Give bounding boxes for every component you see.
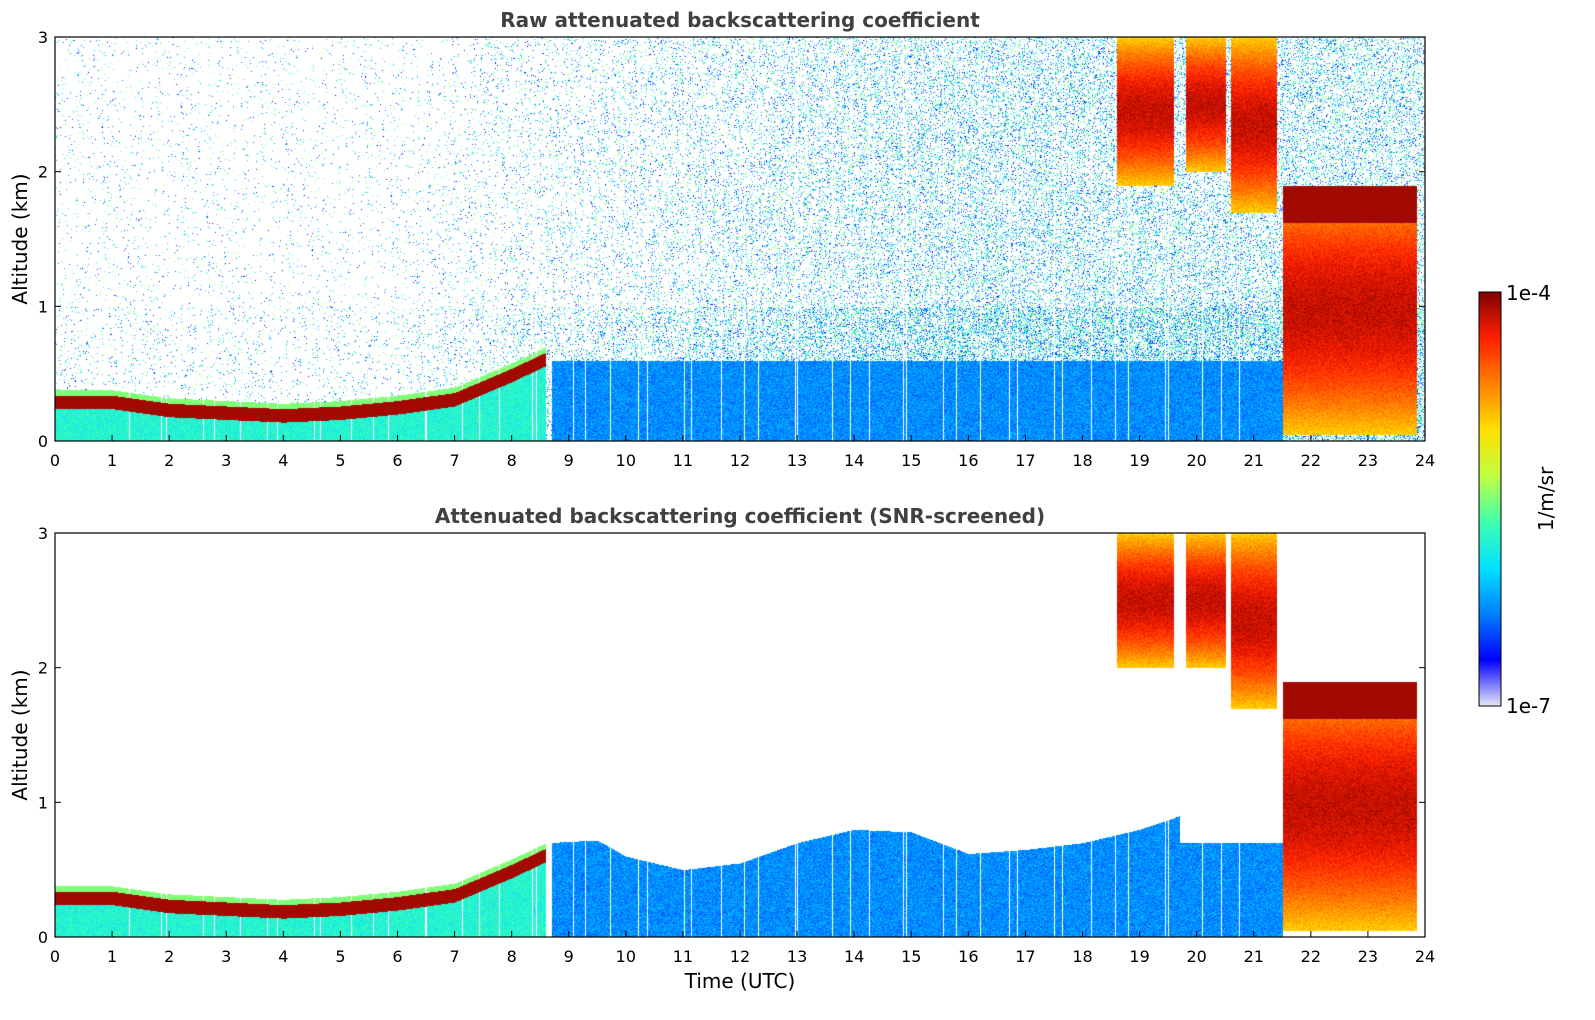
y-axis-label: Altitude (km)	[8, 173, 32, 304]
x-tick-label: 7	[449, 947, 459, 966]
raw-backscatter-panel: Raw attenuated backscattering coefficien…	[8, 8, 1435, 470]
x-tick-label: 7	[449, 451, 459, 470]
x-tick-label: 12	[730, 451, 750, 470]
x-tick-label: 16	[958, 451, 978, 470]
x-tick-label: 22	[1301, 451, 1321, 470]
x-tick-label: 21	[1244, 451, 1264, 470]
x-tick-label: 17	[1015, 451, 1035, 470]
colorbar-unit-label: 1/m/sr	[1534, 466, 1558, 531]
y-tick-label: 2	[38, 163, 48, 182]
y-tick-label: 1	[38, 793, 48, 812]
x-tick-label: 14	[844, 947, 864, 966]
x-tick-label: 20	[1186, 451, 1206, 470]
x-tick-label: 10	[616, 947, 636, 966]
x-tick-label: 4	[278, 947, 288, 966]
x-tick-label: 18	[1072, 947, 1092, 966]
y-axis-label: Altitude (km)	[8, 669, 32, 800]
x-tick-label: 2	[164, 947, 174, 966]
x-tick-label: 23	[1358, 451, 1378, 470]
raw-backscatter-heatmap	[55, 37, 1425, 441]
x-tick-label: 24	[1415, 451, 1435, 470]
x-tick-label: 24	[1415, 947, 1435, 966]
x-tick-label: 19	[1129, 451, 1149, 470]
x-tick-label: 19	[1129, 947, 1149, 966]
x-tick-label: 18	[1072, 451, 1092, 470]
x-tick-label: 1	[107, 947, 117, 966]
chart-title: Attenuated backscattering coefficient (S…	[435, 504, 1045, 528]
y-axis-ticks: 0 1 2 3	[38, 28, 1425, 451]
x-tick-label: 5	[335, 947, 345, 966]
y-tick-label: 2	[38, 659, 48, 678]
x-tick-label: 13	[787, 947, 807, 966]
x-tick-label: 6	[392, 451, 402, 470]
y-tick-label: 0	[38, 432, 48, 451]
x-tick-label: 10	[616, 451, 636, 470]
x-tick-label: 11	[673, 451, 693, 470]
chart-title: Raw attenuated backscattering coefficien…	[500, 8, 980, 32]
x-tick-label: 14	[844, 451, 864, 470]
x-tick-label: 8	[507, 451, 517, 470]
y-tick-label: 3	[38, 28, 48, 47]
y-tick-label: 0	[38, 928, 48, 947]
x-tick-label: 21	[1244, 947, 1264, 966]
x-tick-label: 13	[787, 451, 807, 470]
x-tick-label: 20	[1186, 947, 1206, 966]
x-tick-label: 16	[958, 947, 978, 966]
colorbar-min-label: 1e-7	[1506, 694, 1551, 718]
x-tick-label: 23	[1358, 947, 1378, 966]
screened-backscatter-panel: Attenuated backscattering coefficient (S…	[8, 504, 1435, 993]
colorbar: 1e-4 1e-7 1/m/sr	[1478, 281, 1558, 718]
colorbar-gradient	[1478, 291, 1502, 707]
colorbar-max-label: 1e-4	[1506, 281, 1551, 305]
x-tick-label: 2	[164, 451, 174, 470]
x-tick-label: 15	[901, 947, 921, 966]
x-axis-ticks: 0 1 2 3 4 5 6 7 8 9 10 11 12 13 14 15 16 17 18 19 20 21 22 23 24	[50, 931, 1435, 966]
x-tick-label: 3	[221, 947, 231, 966]
x-tick-label: 9	[564, 451, 574, 470]
x-tick-label: 9	[564, 947, 574, 966]
x-tick-label: 17	[1015, 947, 1035, 966]
screened-backscatter-heatmap	[55, 533, 1425, 937]
y-tick-label: 1	[38, 297, 48, 316]
x-tick-label: 4	[278, 451, 288, 470]
x-tick-label: 12	[730, 947, 750, 966]
x-tick-label: 5	[335, 451, 345, 470]
y-tick-label: 3	[38, 524, 48, 543]
x-tick-label: 15	[901, 451, 921, 470]
x-tick-label: 1	[107, 451, 117, 470]
x-tick-label: 0	[50, 947, 60, 966]
y-axis-ticks: 0 1 2 3	[38, 524, 1425, 947]
x-tick-label: 0	[50, 451, 60, 470]
x-tick-label: 22	[1301, 947, 1321, 966]
x-tick-label: 11	[673, 947, 693, 966]
x-axis-label: Time (UTC)	[684, 969, 796, 993]
x-axis-ticks: 0 1 2 3 4 5 6 7 8 9 10 11 12 13 14 15 16 17 18 19 20 21 22 23 24	[50, 435, 1435, 470]
x-tick-label: 8	[507, 947, 517, 966]
x-tick-label: 6	[392, 947, 402, 966]
x-tick-label: 3	[221, 451, 231, 470]
